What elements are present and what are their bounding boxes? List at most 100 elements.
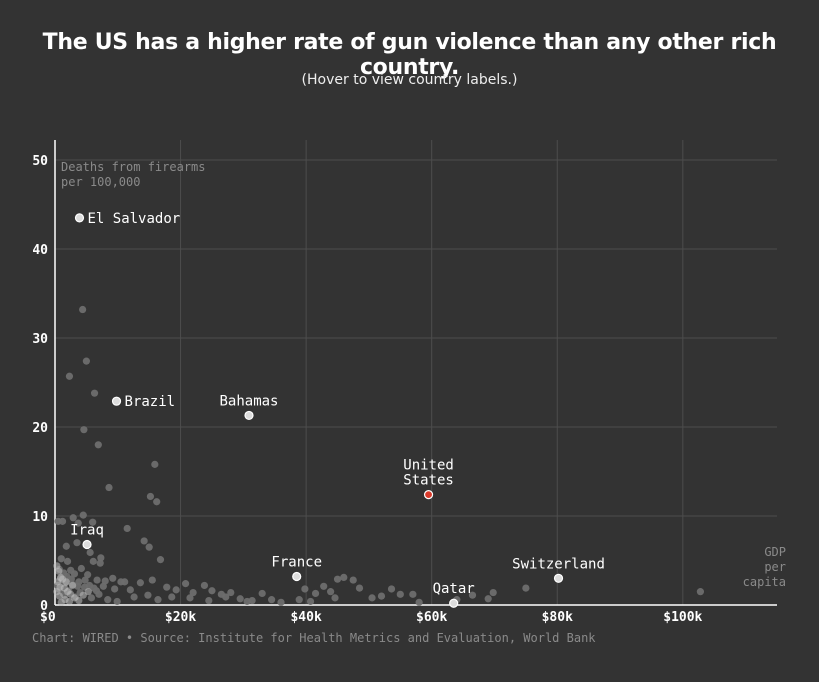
data-point[interactable] [70, 570, 79, 578]
data-point[interactable] [99, 582, 107, 590]
data-point[interactable] [295, 596, 303, 604]
labeled-point[interactable] [553, 573, 564, 583]
data-point[interactable] [189, 588, 197, 597]
data-point[interactable] [86, 548, 94, 557]
data-point[interactable] [69, 514, 77, 522]
data-point[interactable] [96, 559, 104, 567]
data-point[interactable] [89, 518, 97, 526]
data-point[interactable] [208, 587, 216, 595]
data-point[interactable] [82, 357, 90, 365]
data-point[interactable] [109, 574, 117, 582]
data-point[interactable] [156, 556, 165, 564]
data-point[interactable] [79, 305, 87, 314]
data-point[interactable] [301, 585, 309, 593]
data-point[interactable] [306, 597, 315, 606]
data-point[interactable] [65, 597, 74, 606]
data-point[interactable] [409, 590, 417, 598]
data-point[interactable] [68, 581, 77, 590]
data-point[interactable] [123, 524, 131, 533]
labeled-point[interactable] [74, 213, 85, 223]
labeled-point[interactable] [449, 598, 459, 608]
data-point[interactable] [94, 441, 102, 449]
data-point[interactable] [145, 543, 153, 551]
data-point[interactable] [333, 575, 342, 583]
data-point[interactable] [53, 588, 61, 596]
data-point[interactable] [57, 555, 65, 563]
data-point[interactable] [340, 573, 348, 582]
labeled-point[interactable] [423, 490, 434, 500]
labeled-point[interactable] [82, 539, 92, 550]
data-point[interactable] [55, 567, 63, 575]
data-point[interactable] [181, 580, 190, 588]
data-point[interactable] [89, 557, 97, 565]
labeled-point[interactable] [111, 396, 122, 406]
data-point[interactable] [93, 576, 101, 584]
data-point[interactable] [163, 583, 171, 591]
data-point[interactable] [53, 578, 62, 586]
data-point[interactable] [168, 593, 176, 601]
data-point[interactable] [105, 483, 113, 492]
data-point[interactable] [200, 581, 209, 590]
data-point[interactable] [311, 589, 320, 598]
data-point[interactable] [92, 587, 101, 595]
data-point[interactable] [62, 542, 70, 550]
data-point[interactable] [75, 596, 83, 605]
data-point[interactable] [151, 460, 159, 468]
data-point[interactable] [79, 591, 87, 599]
data-point[interactable] [84, 571, 92, 579]
data-point[interactable] [153, 498, 161, 506]
data-point[interactable] [87, 594, 96, 602]
data-point[interactable] [111, 585, 119, 593]
data-point[interactable] [696, 588, 705, 596]
data-point[interactable] [140, 537, 148, 545]
data-point[interactable] [268, 596, 276, 604]
data-point[interactable] [65, 372, 74, 380]
data-points[interactable] [53, 305, 705, 606]
data-point[interactable] [277, 598, 285, 606]
data-point[interactable] [154, 596, 162, 604]
data-point[interactable] [331, 594, 339, 602]
data-point[interactable] [387, 585, 396, 593]
data-point[interactable] [236, 595, 244, 603]
data-point[interactable] [81, 576, 89, 584]
data-point[interactable] [130, 593, 138, 601]
data-point[interactable] [148, 576, 156, 584]
data-point[interactable] [227, 588, 235, 597]
data-point[interactable] [522, 584, 530, 592]
data-point[interactable] [136, 579, 144, 587]
data-point[interactable] [57, 598, 65, 606]
data-point[interactable] [121, 578, 129, 586]
data-point[interactable] [377, 592, 386, 600]
data-point[interactable] [79, 511, 87, 519]
data-point[interactable] [396, 590, 404, 598]
data-point[interactable] [80, 426, 88, 434]
data-point[interactable] [63, 557, 72, 565]
data-point[interactable] [90, 389, 99, 397]
data-point[interactable] [484, 595, 492, 603]
labeled-point[interactable] [292, 571, 302, 582]
data-point[interactable] [75, 578, 83, 586]
data-point[interactable] [222, 593, 230, 601]
data-point[interactable] [489, 588, 497, 597]
data-point[interactable] [97, 554, 105, 562]
data-point[interactable] [205, 596, 213, 605]
data-point[interactable] [77, 564, 85, 573]
data-point[interactable] [62, 578, 70, 586]
data-point[interactable] [327, 588, 335, 596]
data-point[interactable] [126, 586, 134, 594]
data-point[interactable] [349, 576, 357, 584]
data-point[interactable] [186, 594, 194, 602]
data-point[interactable] [113, 597, 121, 606]
data-point[interactable] [320, 582, 328, 590]
data-point[interactable] [243, 597, 251, 606]
data-point[interactable] [74, 519, 82, 527]
data-point[interactable] [258, 589, 266, 598]
data-point[interactable] [85, 581, 94, 590]
data-point[interactable] [144, 591, 152, 599]
labeled-point[interactable] [244, 410, 254, 421]
data-point[interactable] [73, 539, 81, 547]
data-point[interactable] [84, 588, 92, 596]
data-point[interactable] [415, 598, 423, 606]
